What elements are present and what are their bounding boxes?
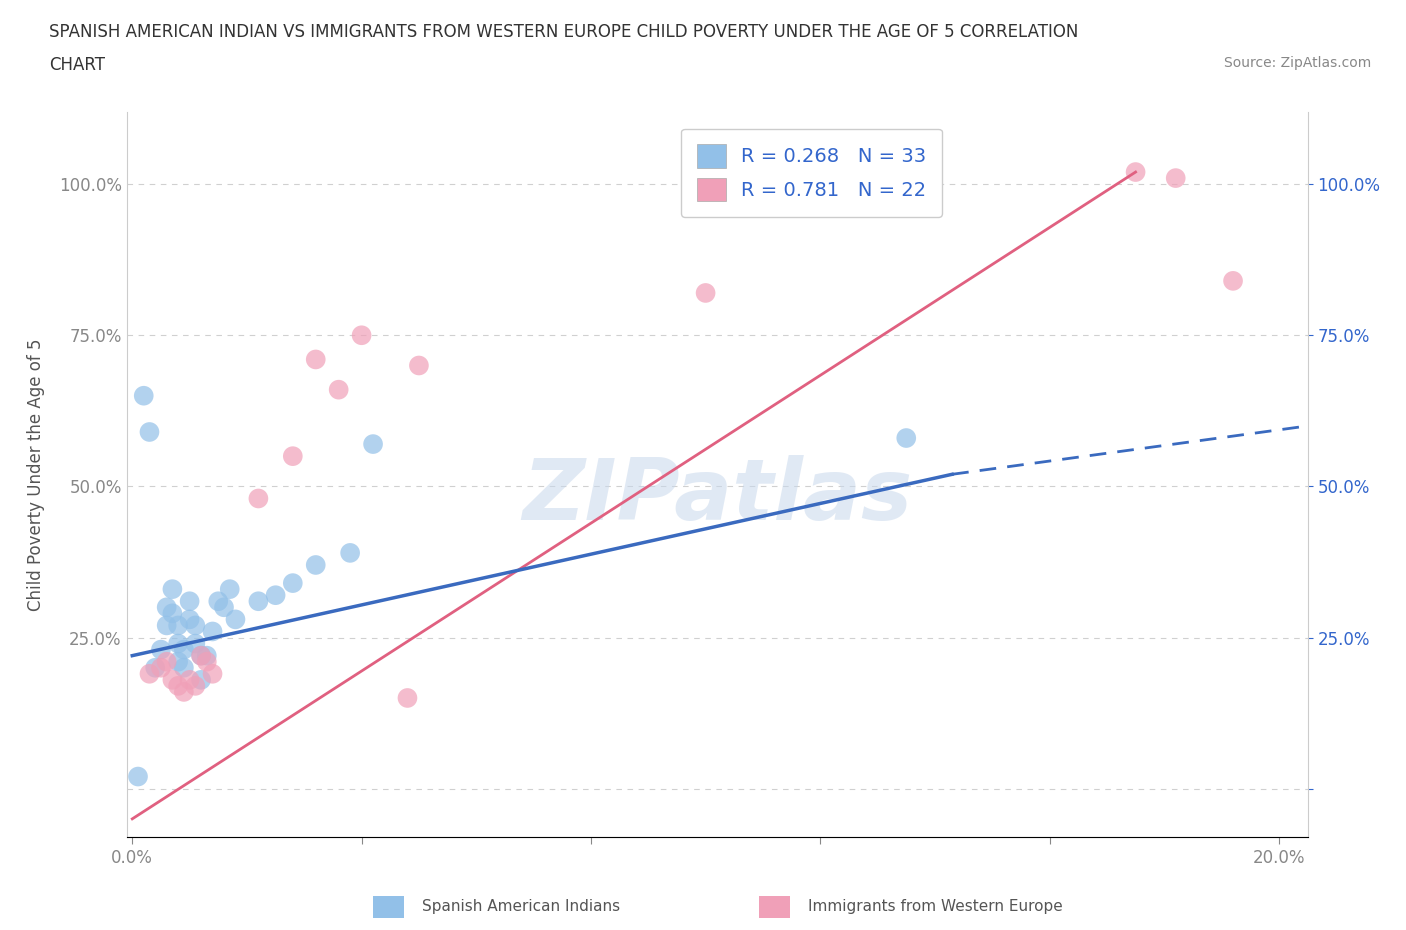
Point xyxy=(149,660,172,675)
Point xyxy=(361,437,384,452)
Point xyxy=(201,624,224,639)
Point xyxy=(1125,165,1147,179)
Point xyxy=(138,667,160,682)
Point xyxy=(328,382,350,397)
Point xyxy=(167,636,190,651)
Point xyxy=(184,636,207,651)
Point xyxy=(184,679,207,694)
Point xyxy=(408,358,430,373)
Point xyxy=(162,672,184,687)
Point xyxy=(264,588,287,603)
Point xyxy=(224,612,246,627)
Point xyxy=(162,582,184,597)
Point xyxy=(190,648,212,663)
Text: CHART: CHART xyxy=(49,56,105,73)
Point xyxy=(190,648,212,663)
Point xyxy=(339,545,361,560)
Point xyxy=(281,449,304,464)
Point xyxy=(179,612,201,627)
Point xyxy=(179,594,201,609)
Point xyxy=(247,491,270,506)
Point xyxy=(212,600,235,615)
Point xyxy=(167,618,190,633)
Point xyxy=(195,655,218,670)
Point xyxy=(218,582,240,597)
Point xyxy=(184,618,207,633)
Legend: R = 0.268   N = 33, R = 0.781   N = 22: R = 0.268 N = 33, R = 0.781 N = 22 xyxy=(681,128,942,217)
Point xyxy=(305,352,328,367)
Text: Immigrants from Western Europe: Immigrants from Western Europe xyxy=(808,899,1063,914)
Point xyxy=(132,389,155,404)
Point xyxy=(156,655,179,670)
Text: Spanish American Indians: Spanish American Indians xyxy=(422,899,620,914)
Text: ZIPatlas: ZIPatlas xyxy=(522,455,912,538)
Point xyxy=(247,594,270,609)
Point xyxy=(195,648,218,663)
Point xyxy=(190,672,212,687)
Point xyxy=(350,328,373,343)
Text: Source: ZipAtlas.com: Source: ZipAtlas.com xyxy=(1223,56,1371,70)
Point xyxy=(281,576,304,591)
Point xyxy=(305,558,328,573)
Y-axis label: Child Poverty Under the Age of 5: Child Poverty Under the Age of 5 xyxy=(27,338,45,611)
Point xyxy=(149,643,172,658)
Point xyxy=(1164,171,1187,186)
Point xyxy=(207,594,229,609)
Point xyxy=(138,425,160,440)
Point xyxy=(695,286,717,300)
Point xyxy=(1222,273,1244,288)
Point xyxy=(396,691,419,706)
Point xyxy=(201,667,224,682)
Point xyxy=(127,769,149,784)
Point xyxy=(896,431,918,445)
Point xyxy=(173,660,195,675)
Point xyxy=(173,643,195,658)
Point xyxy=(179,672,201,687)
Point xyxy=(173,684,195,699)
Point xyxy=(156,600,179,615)
Text: SPANISH AMERICAN INDIAN VS IMMIGRANTS FROM WESTERN EUROPE CHILD POVERTY UNDER TH: SPANISH AMERICAN INDIAN VS IMMIGRANTS FR… xyxy=(49,23,1078,41)
Point xyxy=(167,655,190,670)
Point xyxy=(143,660,166,675)
Point xyxy=(162,606,184,621)
Point xyxy=(156,618,179,633)
Point xyxy=(167,679,190,694)
